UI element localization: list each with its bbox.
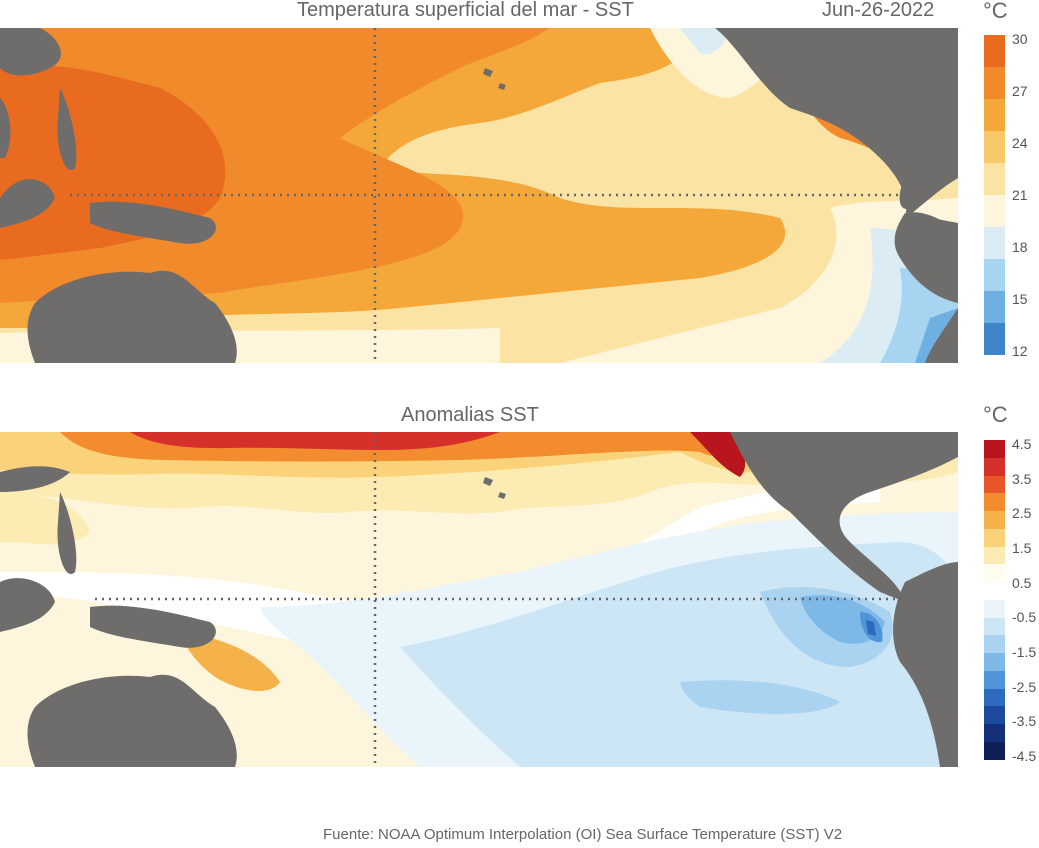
sst-colorbar-tick-label: 24 — [1012, 135, 1028, 151]
anomaly-colorbar — [984, 440, 1005, 760]
sst-colorbar-swatch — [984, 35, 1005, 67]
anomaly-colorbar-tick-label: 4.5 — [1012, 436, 1032, 452]
sst-colorbar-tick-label: 15 — [1012, 291, 1028, 307]
anomaly-colorbar-swatch — [984, 457, 1005, 476]
sst-colorbar-tick-label: 27 — [1012, 83, 1028, 99]
anomaly-colorbar-swatch — [984, 546, 1005, 565]
anomaly-colorbar-tick-label: 0.5 — [1012, 574, 1032, 591]
anomaly-colorbar-swatch — [984, 688, 1005, 707]
sst-map-date: Jun-26-2022 — [822, 0, 935, 21]
anomaly-colorbar-swatch — [984, 564, 1005, 583]
anomaly-colorbar-swatch — [984, 706, 1005, 725]
anomaly-colorbar-swatch — [984, 653, 1005, 671]
anomaly-colorbar-tick-label: -0.5 — [1012, 609, 1037, 626]
sst-map — [0, 28, 958, 363]
sst-colorbar-swatch — [984, 195, 1005, 227]
anomaly-map — [0, 432, 958, 767]
anomaly-colorbar-tick-label: 2.5 — [1012, 505, 1032, 522]
sst-colorbar-tick-label: 12 — [1012, 343, 1028, 359]
sst-map-title: Temperatura superficial del mar - SST — [297, 0, 634, 21]
sst-colorbar-swatch — [984, 99, 1005, 131]
sst-colorbar-tick-label: 30 — [1012, 31, 1028, 47]
sst-colorbar-swatch — [984, 227, 1005, 259]
sst-colorbar-swatch — [984, 67, 1005, 99]
sst-colorbar-tick-label: 21 — [1012, 187, 1028, 203]
anomaly-colorbar-swatch — [984, 635, 1005, 654]
anomaly-colorbar-swatch — [984, 528, 1005, 547]
anomaly-colorbar-swatch — [984, 440, 1005, 458]
anomaly-colorbar-tick-label: 3.5 — [1012, 470, 1032, 487]
anomaly-colorbar-ticks: 4.5 3.5 2.5 1.5 0.5 -0.5 -1.5 -2.5 -3.5 -4.5 — [1012, 436, 1039, 764]
sst-unit-label: °C — [983, 0, 1008, 23]
anomaly-colorbar-tick-label: -2.5 — [1012, 678, 1037, 695]
anomaly-colorbar-swatch — [984, 582, 1005, 600]
anomaly-colorbar-swatch — [984, 670, 1005, 689]
anomaly-colorbar-swatch — [984, 493, 1005, 512]
sst-colorbar-tick-label: 18 — [1012, 239, 1028, 255]
sst-colorbar-swatch — [984, 131, 1005, 163]
sst-colorbar-swatch — [984, 291, 1005, 323]
anomaly-colorbar-swatch — [984, 742, 1005, 760]
anomaly-colorbar-swatch — [984, 511, 1005, 529]
anomaly-colorbar-tick-label: -4.5 — [1012, 748, 1037, 764]
data-source-caption: Fuente: NOAA Optimum Interpolation (OI) … — [323, 826, 843, 843]
anomaly-colorbar-tick-label: 1.5 — [1012, 540, 1032, 556]
anomaly-colorbar-swatch — [984, 599, 1005, 618]
anomaly-colorbar-swatch — [984, 475, 1005, 494]
sst-colorbar — [984, 35, 1005, 355]
anomaly-map-title: Anomalias SST — [401, 404, 539, 426]
anomaly-colorbar-tick-label: -3.5 — [1012, 713, 1037, 730]
anomaly-unit-label: °C — [983, 402, 1008, 427]
sst-colorbar-swatch — [984, 163, 1005, 195]
sst-colorbar-swatch — [984, 323, 1005, 355]
anomaly-colorbar-swatch — [984, 617, 1005, 636]
sst-colorbar-ticks: 30 27 24 21 18 15 12 — [1012, 31, 1039, 359]
anomaly-colorbar-tick-label: -1.5 — [1012, 644, 1037, 660]
sst-colorbar-swatch — [984, 259, 1005, 291]
anomaly-colorbar-swatch — [984, 724, 1005, 743]
